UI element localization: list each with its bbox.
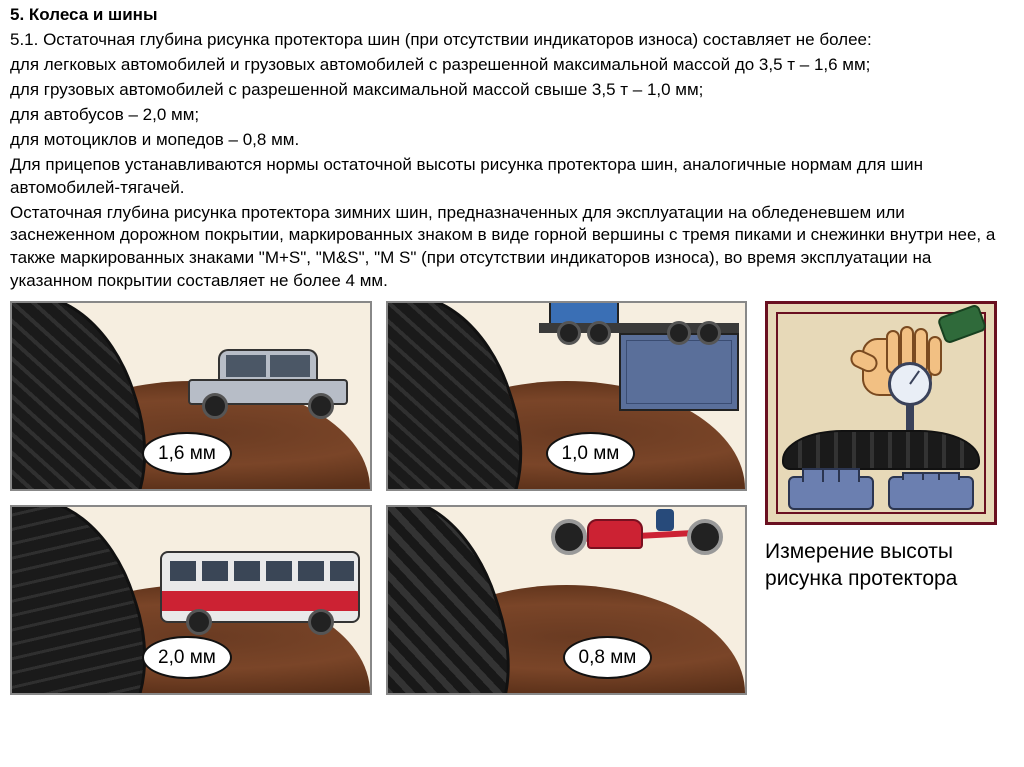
figure-row: 1,6 мм 1,0 мм 2,0 мм — [10, 301, 1014, 695]
right-column: Измерение высоты рисунка протектора — [765, 301, 1014, 592]
para-moto-limit: для мотоциклов и мопедов – 0,8 мм. — [10, 129, 1014, 152]
para-winter-tires: Остаточная глубина рисунка протектора зи… — [10, 202, 1014, 294]
para-truck-limit: для грузовых автомобилей с разрешенной м… — [10, 79, 1014, 102]
panel-car: 1,6 мм — [10, 301, 372, 491]
badge-car: 1,6 мм — [142, 432, 232, 476]
gauge-caption: Измерение высоты рисунка протектора — [765, 539, 1014, 592]
badge-truck: 1,0 мм — [546, 432, 636, 476]
hand-icon — [848, 316, 968, 426]
panel-motorcycle: 0,8 мм — [386, 505, 748, 695]
tread-profile-worn-icon — [888, 476, 974, 510]
para-car-limit: для легковых автомобилей и грузовых авто… — [10, 54, 1014, 77]
vehicle-grid: 1,6 мм 1,0 мм 2,0 мм — [10, 301, 747, 695]
badge-bus: 2,0 мм — [142, 636, 232, 680]
tread-surface-icon — [782, 430, 980, 470]
badge-moto: 0,8 мм — [563, 636, 653, 680]
gauge-illustration — [765, 301, 997, 525]
bus-icon — [160, 551, 360, 623]
section-title: 5. Колеса и шины — [10, 4, 1014, 27]
rider-icon — [653, 505, 677, 529]
para-bus-limit: для автобусов – 2,0 мм; — [10, 104, 1014, 127]
panel-truck: 1,0 мм — [386, 301, 748, 491]
para-trailers: Для прицепов устанавливаются нормы остат… — [10, 154, 1014, 200]
tread-profile-new-icon — [788, 476, 874, 510]
panel-bus: 2,0 мм — [10, 505, 372, 695]
car-icon — [188, 349, 348, 405]
para-5-1: 5.1. Остаточная глубина рисунка протекто… — [10, 29, 1014, 52]
depth-gauge-icon — [888, 362, 932, 406]
